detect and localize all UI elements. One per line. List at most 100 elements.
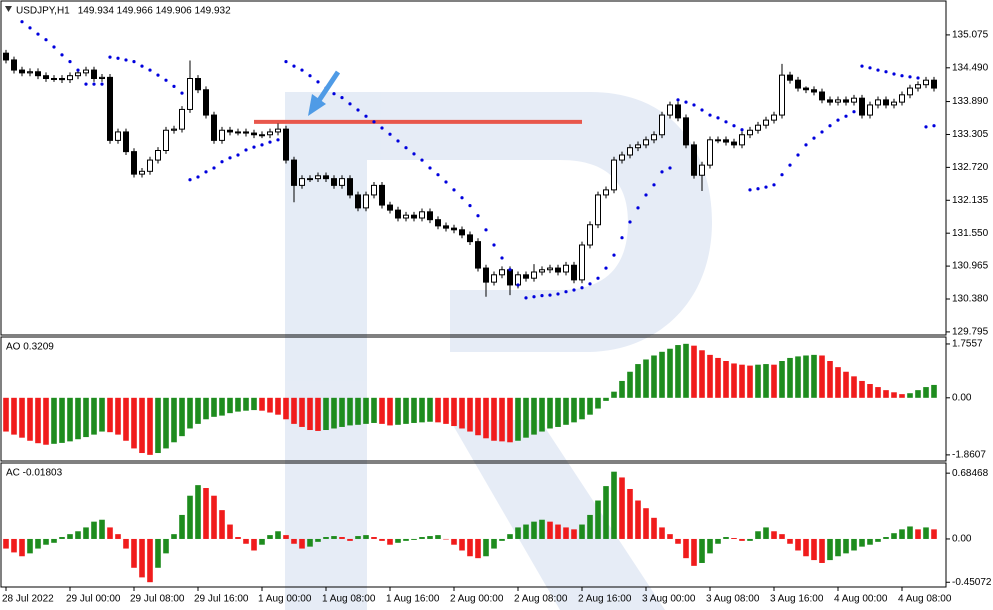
histogram-bar — [843, 371, 849, 398]
sar-dot — [884, 70, 888, 74]
candle-body — [547, 267, 553, 271]
candle-body — [587, 224, 593, 246]
histogram-bar — [531, 521, 537, 539]
candle-body — [403, 214, 409, 219]
histogram-bar — [75, 397, 81, 440]
candle-body — [187, 78, 193, 110]
y-tick-label: -1.8607 — [952, 450, 986, 461]
sar-dot — [756, 187, 760, 191]
histogram-bar — [651, 355, 657, 398]
histogram-bar — [899, 529, 905, 539]
candle-body — [819, 91, 825, 101]
sar-dot — [356, 108, 360, 112]
histogram-bar — [451, 397, 457, 427]
histogram-bar — [643, 359, 649, 398]
histogram-bar — [51, 397, 57, 444]
candle-body — [259, 134, 265, 137]
histogram-bar — [443, 538, 449, 540]
sar-dot — [828, 124, 832, 128]
y-tick-label: 133.305 — [952, 129, 989, 140]
sar-dot — [468, 204, 472, 208]
histogram-bar — [267, 397, 273, 413]
candle-body — [211, 114, 217, 141]
histogram-bar — [147, 538, 153, 583]
histogram-bar — [819, 355, 825, 398]
histogram-bar — [323, 537, 329, 539]
histogram-bar — [539, 397, 545, 432]
x-tick-label: 2 Aug 16:00 — [578, 594, 632, 605]
sar-dot — [804, 143, 808, 147]
sar-dot — [900, 74, 904, 78]
histogram-bar — [187, 495, 193, 539]
candle-body — [595, 194, 601, 226]
candle-body — [795, 79, 801, 89]
histogram-bar — [107, 527, 113, 539]
histogram-bar — [123, 397, 129, 441]
y-tick-label: 130.965 — [952, 261, 989, 272]
x-tick-label: 28 Jul 2022 — [2, 594, 54, 605]
histogram-bar — [3, 397, 9, 432]
sar-dot — [148, 68, 152, 72]
histogram-bar — [875, 538, 881, 542]
sar-dot — [924, 125, 928, 129]
candle-body — [27, 71, 33, 74]
sar-dot — [508, 268, 512, 272]
candle-body — [643, 139, 649, 146]
sar-dot — [260, 143, 264, 147]
histogram-bar — [627, 488, 633, 539]
candle-body — [859, 97, 865, 116]
watermark-bowl — [367, 92, 712, 352]
candle-body — [323, 175, 329, 180]
candle-body — [147, 159, 153, 172]
sar-dot — [788, 163, 792, 167]
histogram-bar — [435, 535, 441, 539]
histogram-bar — [739, 538, 745, 541]
candle-body — [739, 134, 745, 146]
histogram-bar — [579, 397, 585, 420]
histogram-bar — [259, 397, 265, 411]
candle-body — [731, 141, 737, 146]
histogram-bar — [563, 397, 569, 425]
histogram-bar — [771, 531, 777, 539]
sar-dot — [596, 276, 600, 280]
histogram-bar — [187, 397, 193, 429]
candle-body — [107, 76, 113, 141]
histogram-bar — [227, 524, 233, 539]
sar-dot — [612, 253, 616, 257]
histogram-bar — [699, 538, 705, 563]
histogram-bar — [107, 397, 113, 433]
histogram-bar — [931, 384, 937, 398]
histogram-bar — [467, 397, 473, 432]
histogram-bar — [147, 397, 153, 455]
candle-body — [699, 164, 705, 176]
candle-body — [619, 154, 625, 161]
sar-dot — [500, 256, 504, 260]
histogram-bar — [923, 527, 929, 539]
sar-dot — [796, 153, 800, 157]
x-tick-label: 3 Aug 08:00 — [706, 594, 760, 605]
candle-body — [435, 219, 441, 227]
candle-body — [883, 99, 889, 106]
candle-body — [163, 129, 169, 151]
sar-dot — [932, 124, 936, 128]
y-tick-label: 135.075 — [952, 30, 989, 41]
candle-body — [427, 211, 433, 221]
sar-dot — [44, 38, 48, 42]
histogram-bar — [315, 397, 321, 431]
sar-dot — [692, 103, 696, 107]
histogram-bar — [523, 524, 529, 539]
candle-body — [843, 99, 849, 103]
histogram-bar — [619, 380, 625, 398]
candle-body — [763, 119, 769, 126]
candle-body — [715, 139, 721, 142]
candle-body — [243, 131, 249, 134]
sar-dot — [308, 74, 312, 78]
sar-dot — [180, 91, 184, 95]
histogram-bar — [507, 397, 513, 443]
candle-body — [835, 99, 841, 103]
histogram-bar — [731, 363, 737, 398]
sar-dot — [116, 56, 120, 60]
histogram-bar — [715, 538, 721, 544]
candle-body — [603, 189, 609, 196]
sar-dot — [76, 68, 80, 72]
